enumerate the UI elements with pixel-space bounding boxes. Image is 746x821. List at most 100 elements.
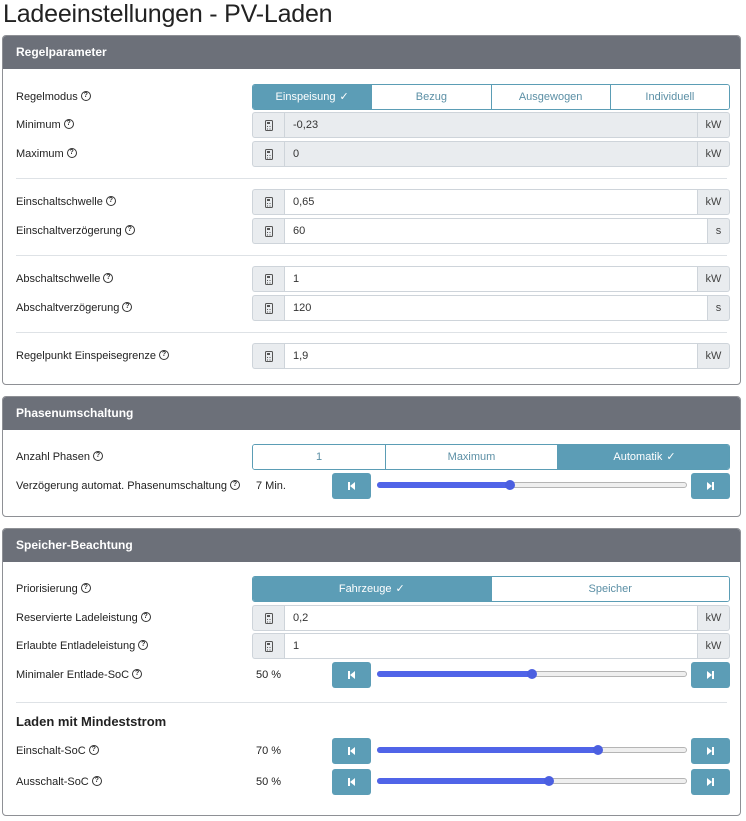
priorisierung-option-speicher[interactable]: Speicher xyxy=(490,577,729,601)
regelpunkt-unit: kW xyxy=(698,343,730,369)
calculator-icon xyxy=(252,112,284,138)
step-forward-icon xyxy=(707,778,714,786)
calculator-icon[interactable] xyxy=(252,605,284,631)
step-backward-icon xyxy=(348,482,355,490)
question-circle-icon[interactable]: ? xyxy=(91,776,102,787)
anzahl-phasen-row: Anzahl Phasen? 1 Maximum Automatik ✓ xyxy=(3,444,740,470)
regelmodus-option-ausgewogen[interactable]: Ausgewogen xyxy=(490,85,610,109)
check-icon: ✓ xyxy=(395,583,405,595)
regelparameter-card: Regelparameter Regelmodus? Einspeisung ✓ … xyxy=(2,35,741,385)
calculator-icon[interactable] xyxy=(252,295,284,321)
regelpunkt-input[interactable] xyxy=(284,343,698,369)
slider-thumb[interactable] xyxy=(505,480,516,490)
question-circle-icon[interactable]: ? xyxy=(93,451,103,462)
step-forward-icon xyxy=(707,671,714,679)
ausschalt-soc-increase-button[interactable] xyxy=(691,769,730,795)
phasen-option-1[interactable]: 1 xyxy=(253,445,385,469)
einschaltverzoegerung-input-group: s xyxy=(252,218,730,244)
question-circle-icon[interactable]: ? xyxy=(132,669,143,680)
question-circle-icon[interactable]: ? xyxy=(159,350,170,361)
einschalt-soc-slider[interactable] xyxy=(377,745,687,755)
divider xyxy=(16,255,727,256)
einschaltverzoegerung-unit: s xyxy=(708,218,730,244)
question-circle-icon[interactable]: ? xyxy=(105,196,116,207)
abschaltverzoegerung-input-group: s xyxy=(252,295,730,321)
regelpunkt-row: Regelpunkt Einspeisegrenze? kW xyxy=(3,343,740,369)
calculator-icon[interactable] xyxy=(252,266,284,292)
minimum-label: Minimum? xyxy=(16,112,74,138)
abschaltverzoegerung-unit: s xyxy=(708,295,730,321)
einschalt-soc-value: 70 % xyxy=(256,745,282,757)
regelmodus-option-einspeisung[interactable]: Einspeisung ✓ xyxy=(253,85,372,109)
slider-thumb[interactable] xyxy=(527,669,537,679)
priorisierung-button-group: Fahrzeuge ✓ Speicher xyxy=(252,576,730,602)
calculator-icon[interactable] xyxy=(252,189,284,215)
reservierte-ladeleistung-input[interactable] xyxy=(284,605,698,631)
phasen-option-automatik[interactable]: Automatik ✓ xyxy=(557,445,729,469)
question-circle-icon[interactable]: ? xyxy=(66,148,77,159)
question-circle-icon[interactable]: ? xyxy=(80,583,91,594)
erlaubte-entladeleistung-input[interactable] xyxy=(284,633,698,659)
ausschalt-soc-decrease-button[interactable] xyxy=(332,769,371,795)
phasen-verzoegerung-slider[interactable] xyxy=(377,480,687,490)
phasen-option-maximum[interactable]: Maximum xyxy=(385,445,557,469)
einschaltverzoegerung-input[interactable] xyxy=(284,218,708,244)
erlaubte-entladeleistung-input-group: kW xyxy=(252,633,730,659)
einschaltschwelle-label: Einschaltschwelle? xyxy=(16,189,116,215)
minimum-input xyxy=(284,112,698,138)
maximum-input xyxy=(284,141,698,167)
ausschalt-soc-row: Ausschalt-SoC? 50 % xyxy=(3,769,740,795)
minimum-unit: kW xyxy=(698,112,730,138)
question-circle-icon[interactable]: ? xyxy=(80,91,91,102)
phasen-verzoegerung-value: 7 Min. xyxy=(256,480,286,492)
anzahl-phasen-label: Anzahl Phasen? xyxy=(16,444,103,470)
regelparameter-header: Regelparameter xyxy=(3,36,740,69)
question-circle-icon[interactable]: ? xyxy=(88,745,99,756)
einschaltverzoegerung-row: Einschaltverzögerung? s xyxy=(3,218,740,244)
min-entlade-soc-slider[interactable] xyxy=(377,669,687,679)
phasenumschaltung-header: Phasenumschaltung xyxy=(3,397,740,430)
slider-thumb[interactable] xyxy=(593,745,604,755)
maximum-unit: kW xyxy=(698,141,730,167)
divider xyxy=(16,332,727,333)
einschalt-soc-label: Einschalt-SoC? xyxy=(16,738,99,764)
slider-thumb[interactable] xyxy=(543,776,554,786)
phasen-verzoegerung-label: Verzögerung automat. Phasenumschaltung? xyxy=(16,473,240,499)
regelmodus-option-bezug[interactable]: Bezug xyxy=(371,85,491,109)
abschaltverzoegerung-input[interactable] xyxy=(284,295,708,321)
abschaltschwelle-input[interactable] xyxy=(284,266,698,292)
abschaltschwelle-label: Abschaltschwelle? xyxy=(16,266,114,292)
speicher-beachtung-header: Speicher-Beachtung xyxy=(3,529,740,562)
calculator-icon[interactable] xyxy=(252,218,284,244)
min-entlade-soc-value: 50 % xyxy=(256,669,282,681)
step-backward-icon xyxy=(348,778,355,786)
abschaltverzoegerung-label: Abschaltverzögerung? xyxy=(16,295,133,321)
calculator-icon[interactable] xyxy=(252,343,284,369)
einschalt-soc-increase-button[interactable] xyxy=(691,738,730,764)
question-circle-icon[interactable]: ? xyxy=(124,225,135,236)
question-circle-icon[interactable]: ? xyxy=(63,119,74,130)
min-entlade-soc-row: Minimaler Entlade-SoC? 50 % xyxy=(3,662,740,688)
ausschalt-soc-slider[interactable] xyxy=(377,776,687,786)
einschaltschwelle-input[interactable] xyxy=(284,189,698,215)
einschalt-soc-decrease-button[interactable] xyxy=(332,738,371,764)
question-circle-icon[interactable]: ? xyxy=(103,273,114,284)
divider xyxy=(16,178,727,179)
question-circle-icon[interactable]: ? xyxy=(229,480,240,491)
phasen-verzoegerung-increase-button[interactable] xyxy=(691,473,730,499)
phasen-verzoegerung-decrease-button[interactable] xyxy=(332,473,371,499)
question-circle-icon[interactable]: ? xyxy=(140,612,151,623)
question-circle-icon[interactable]: ? xyxy=(138,640,149,651)
reservierte-ladeleistung-input-group: kW xyxy=(252,605,730,631)
min-entlade-soc-increase-button[interactable] xyxy=(691,662,730,688)
step-backward-icon xyxy=(348,671,355,679)
min-entlade-soc-label: Minimaler Entlade-SoC? xyxy=(16,662,143,688)
priorisierung-option-fahrzeuge[interactable]: Fahrzeuge ✓ xyxy=(253,577,491,601)
question-circle-icon[interactable]: ? xyxy=(122,302,133,313)
calculator-icon[interactable] xyxy=(252,633,284,659)
anzahl-phasen-button-group: 1 Maximum Automatik ✓ xyxy=(252,444,730,470)
min-entlade-soc-decrease-button[interactable] xyxy=(332,662,371,688)
regelmodus-option-individuell[interactable]: Individuell xyxy=(609,85,729,109)
ausschalt-soc-value: 50 % xyxy=(256,776,282,788)
speicher-beachtung-card: Speicher-Beachtung Priorisierung? Fahrze… xyxy=(2,528,741,816)
